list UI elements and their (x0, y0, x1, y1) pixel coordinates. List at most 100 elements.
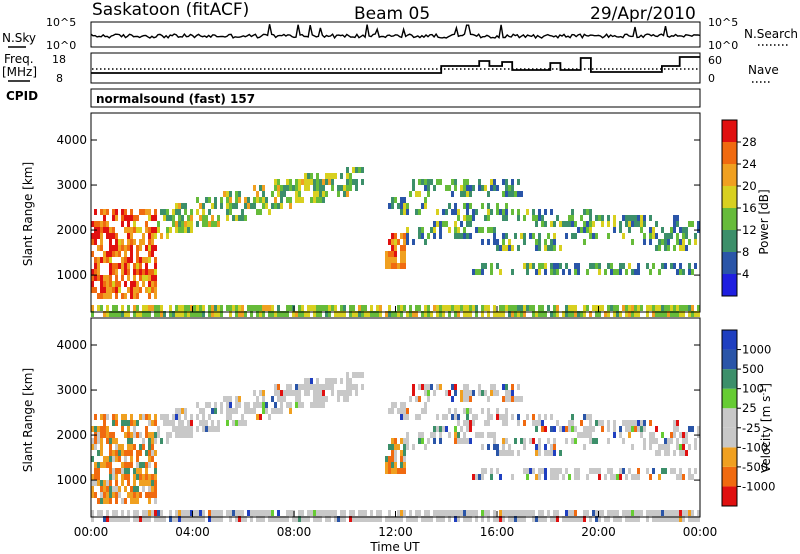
power-cell (574, 263, 577, 269)
xtick-label: 04:00 (175, 525, 210, 539)
power-cell (400, 245, 403, 251)
velocity-cell (475, 474, 478, 480)
velocity-cell (166, 438, 169, 444)
velocity-cell (130, 462, 133, 468)
power-cell (334, 305, 337, 311)
velocity-cell (142, 510, 145, 516)
power-cell (277, 305, 280, 311)
velocity-cell (91, 474, 94, 480)
velocity-cell (568, 426, 571, 432)
power-cell (631, 305, 634, 311)
velocity-cell (109, 486, 112, 492)
velocity-cell (283, 396, 286, 402)
power-colorbar-tick-label: 24 (742, 157, 757, 171)
velocity-cell (670, 438, 673, 444)
velocity-cell (154, 438, 157, 444)
velocity-cell (538, 450, 541, 456)
velocity-cell (142, 414, 145, 420)
power-cell (94, 233, 97, 239)
power-cell (604, 311, 607, 317)
velocity-cell (190, 516, 193, 522)
power-cell (523, 311, 526, 317)
velocity-cell (688, 474, 691, 480)
power-cell (328, 179, 331, 185)
power-cell (631, 221, 634, 227)
velocity-cell (358, 372, 361, 378)
velocity-cell (388, 462, 391, 468)
power-cell (673, 221, 676, 227)
velocity-cell (409, 396, 412, 402)
power-cell (367, 311, 370, 317)
velocity-cell (295, 390, 298, 396)
power-cell (160, 305, 163, 311)
power-cell (172, 209, 175, 215)
power-y-axis-label: Slant Range [km] (21, 162, 35, 266)
power-cell (175, 221, 178, 227)
power-cell (127, 239, 130, 245)
power-cell (340, 173, 343, 179)
power-cell (142, 233, 145, 239)
velocity-cell (496, 516, 499, 522)
power-cell (628, 311, 631, 317)
velocity-cell (682, 444, 685, 450)
velocity-cell (466, 408, 469, 414)
power-cell (550, 221, 553, 227)
power-cell (196, 311, 199, 317)
power-cell (508, 191, 511, 197)
power-cell (193, 305, 196, 311)
power-cell (109, 311, 112, 317)
velocity-cell (238, 516, 241, 522)
velocity-cell (484, 390, 487, 396)
power-cell (526, 305, 529, 311)
power-cell (106, 305, 109, 311)
power-cell (655, 221, 658, 227)
power-cell (121, 293, 124, 299)
power-cell (154, 209, 157, 215)
velocity-cell (553, 468, 556, 474)
power-cell (589, 233, 592, 239)
velocity-cell (265, 408, 268, 414)
velocity-cell (148, 414, 151, 420)
velocity-cell (634, 426, 637, 432)
velocity-cell (109, 444, 112, 450)
velocity-cell (457, 510, 460, 516)
power-cell (613, 215, 616, 221)
velocity-cell (421, 384, 424, 390)
power-cell (565, 233, 568, 239)
velocity-cell (307, 390, 310, 396)
power-cell (487, 191, 490, 197)
power-cell (259, 197, 262, 203)
velocity-cell (499, 510, 502, 516)
velocity-cell (562, 516, 565, 522)
velocity-cell (418, 510, 421, 516)
velocity-cell (538, 468, 541, 474)
velocity-ytick-label: 2000 (56, 428, 87, 442)
velocity-cell (574, 438, 577, 444)
power-cell (454, 305, 457, 311)
power-cell (661, 305, 664, 311)
velocity-cell (226, 414, 229, 420)
velocity-cell (457, 432, 460, 438)
velocity-cell (523, 510, 526, 516)
velocity-cell (319, 510, 322, 516)
power-cell (391, 251, 394, 257)
velocity-cell (91, 444, 94, 450)
velocity-cell (463, 420, 466, 426)
power-cell (298, 185, 301, 191)
power-cell (157, 221, 160, 227)
power-cell (646, 311, 649, 317)
power-cell (166, 215, 169, 221)
power-cell (313, 311, 316, 317)
velocity-cell (637, 426, 640, 432)
power-cell (661, 311, 664, 317)
power-cell (190, 305, 193, 311)
velocity-cell (103, 414, 106, 420)
velocity-cell (490, 474, 493, 480)
power-cell (523, 305, 526, 311)
power-cell (535, 311, 538, 317)
power-cell (226, 215, 229, 221)
power-cell (151, 287, 154, 293)
power-cell (214, 221, 217, 227)
power-cell (310, 305, 313, 311)
